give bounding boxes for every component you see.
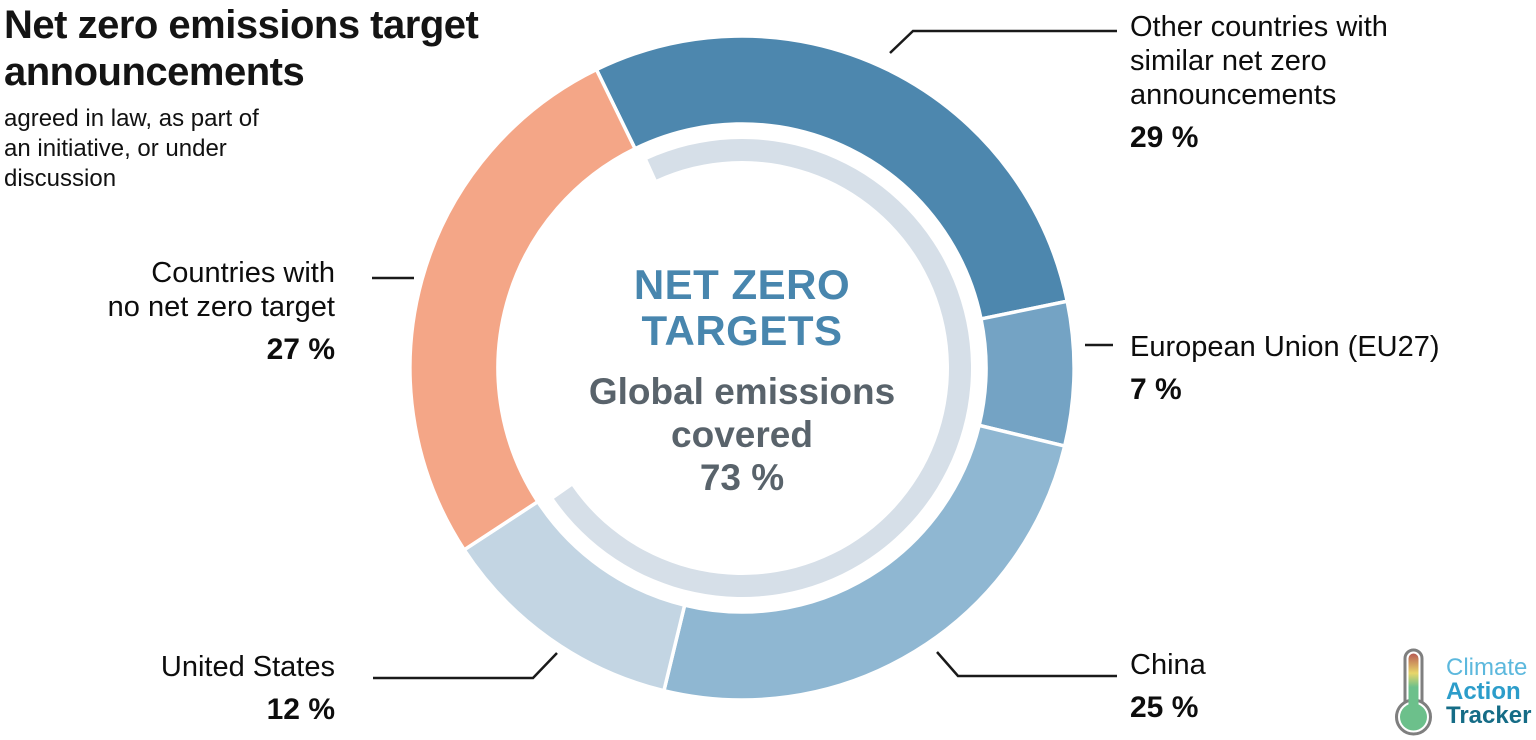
page-subtitle-line: agreed in law, as part of	[4, 105, 259, 132]
callout-line-other	[889, 29, 1117, 54]
callout-label-line: China	[1130, 649, 1206, 681]
segment-other-countries-with-similar-net-zero-an	[594, 34, 1070, 322]
thermometer-icon	[1395, 648, 1432, 736]
callout-value: 29 %	[1130, 121, 1199, 154]
page-subtitle: agreed in law, as part of an initiative,…	[4, 104, 624, 194]
callout-china: China 25 %	[1130, 648, 1430, 725]
callout-label-line: announcements	[1130, 79, 1337, 111]
callout-value: 7 %	[1130, 373, 1182, 406]
logo-wordmark: Climate Action Tracker	[1446, 656, 1531, 728]
page-subtitle-line: an initiative, or under	[4, 135, 227, 162]
segment-china	[661, 423, 1067, 702]
donut-segments	[408, 34, 1076, 702]
page-title-line: announcements	[4, 50, 305, 94]
callout-no-net-zero-target: Countries with no net zero target 27 %	[35, 256, 335, 367]
page-subtitle-line: discussion	[4, 165, 117, 192]
segment-european-union-eu27	[977, 299, 1076, 449]
center-subtitle-line: Global emissions	[588, 371, 896, 412]
callout-label-line: Other countries with	[1130, 11, 1388, 43]
callout-united-states: United States 12 %	[35, 650, 335, 727]
callout-other-countries: Other countries with similar net zero an…	[1130, 10, 1460, 155]
center-coverage-value: 73 %	[699, 457, 785, 498]
segment-countries-with-no-net-zero-target	[408, 67, 638, 553]
page-title-line: Net zero emissions target	[4, 3, 479, 47]
callout-label-line: European Union (EU27)	[1130, 331, 1440, 363]
callout-value: 12 %	[266, 693, 335, 726]
callout-label-line: no net zero target	[107, 291, 335, 323]
logo-word-action: Action	[1446, 678, 1521, 705]
callout-line-us	[373, 652, 558, 680]
callout-european-union: European Union (EU27) 7 %	[1130, 330, 1490, 407]
callout-value: 27 %	[266, 333, 335, 366]
callout-line-china	[936, 651, 1117, 678]
climate-action-tracker-logo: Climate Action Tracker	[1394, 646, 1531, 738]
center-title-line: NET ZERO	[633, 261, 851, 308]
donut-center-text: NET ZERO TARGETS Global emissions covere…	[512, 262, 972, 499]
callout-lines	[372, 29, 1117, 680]
center-title-line: TARGETS	[641, 307, 843, 354]
callout-value: 25 %	[1130, 691, 1199, 724]
callout-label-line: Countries with	[151, 257, 335, 289]
center-subtitle-line: covered	[671, 414, 813, 455]
page-title: Net zero emissions target announcements	[4, 2, 624, 96]
callout-label-line: United States	[160, 651, 335, 683]
header: Net zero emissions target announcements …	[4, 2, 624, 194]
callout-label-line: similar net zero	[1130, 45, 1327, 77]
logo-word-tracker: Tracker	[1446, 702, 1532, 729]
logo-word-climate: Climate	[1446, 654, 1528, 681]
